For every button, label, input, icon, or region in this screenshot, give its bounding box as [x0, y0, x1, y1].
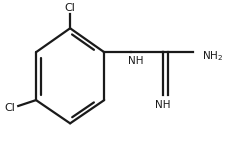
Text: NH$_2$: NH$_2$ [202, 49, 223, 63]
Text: Cl: Cl [4, 103, 15, 113]
Text: NH: NH [128, 56, 144, 66]
Text: NH: NH [155, 100, 171, 110]
Text: Cl: Cl [65, 3, 75, 13]
